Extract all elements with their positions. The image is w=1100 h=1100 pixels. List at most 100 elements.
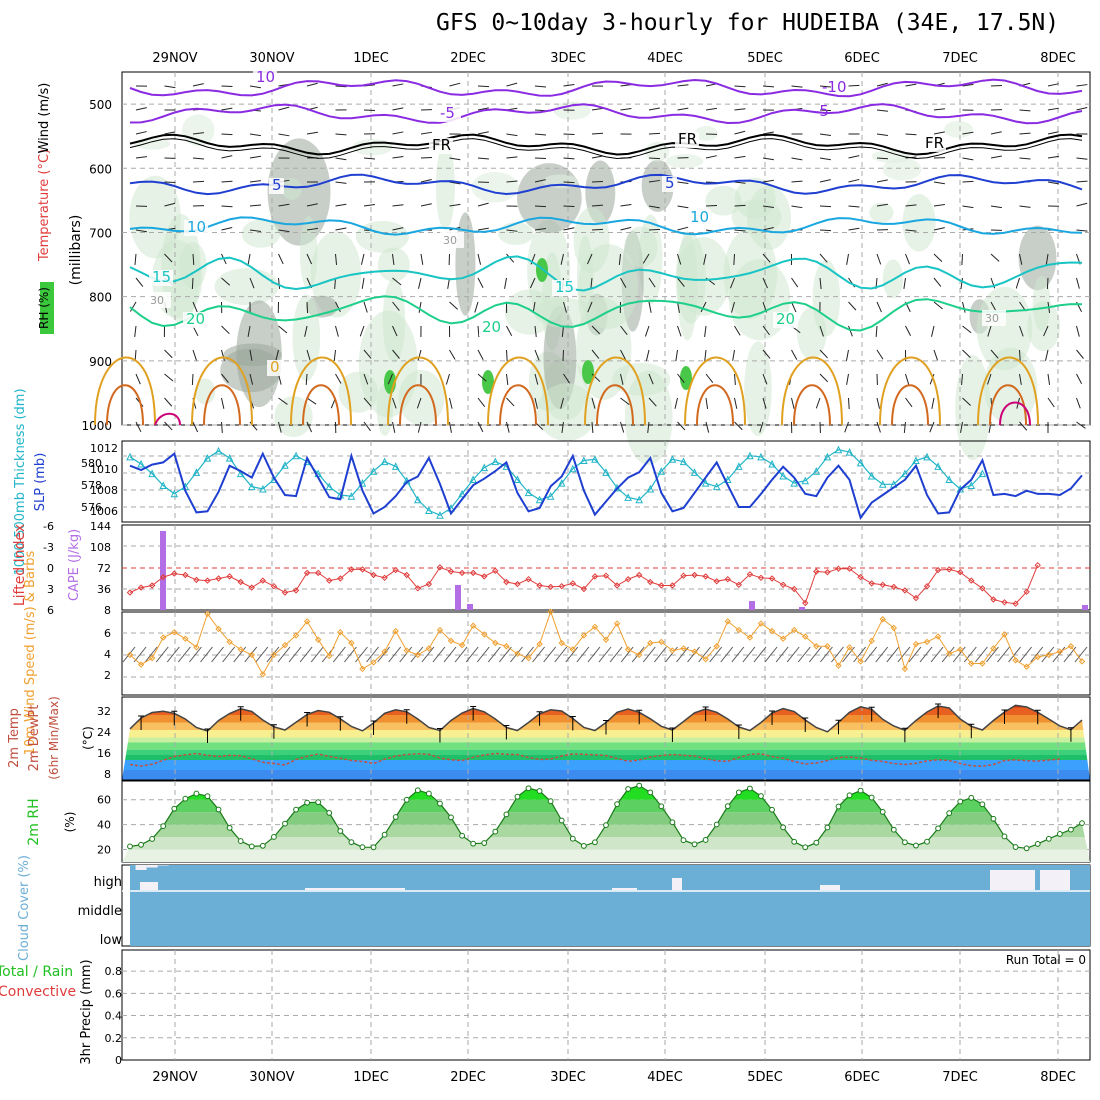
wind-barb: [905, 253, 911, 265]
thickness-marker: [602, 468, 610, 476]
wind-barb: [164, 349, 173, 359]
wind-barb: [705, 107, 717, 111]
cloud-level-middle: middle: [78, 904, 122, 919]
wind-barb: [990, 349, 999, 359]
wind-barb: [762, 179, 774, 183]
rh-shade: [869, 202, 894, 223]
wind-barb: [903, 277, 906, 289]
wind-barb: [962, 131, 974, 135]
rh-shade: [1027, 301, 1060, 352]
wind-barb: [360, 253, 365, 265]
wind-barb: [990, 205, 1002, 209]
rh-band: [122, 799, 1090, 813]
rh-marker: [857, 787, 864, 794]
wind-barb: [135, 277, 144, 287]
wind-barb-10m: [211, 646, 224, 663]
rh-shade: [214, 268, 279, 306]
rh-marker: [326, 810, 333, 816]
thickness-marker: [856, 458, 865, 467]
wind-barb: [477, 397, 486, 408]
thickness-marker: [491, 457, 500, 466]
thickness-marker: [668, 455, 677, 463]
lifted-index-marker: [204, 577, 211, 584]
wind-barb: [449, 82, 461, 87]
rh-shade: [533, 298, 596, 328]
temp-band: [122, 760, 1090, 770]
wind-barb: [677, 205, 689, 209]
rh-shade: [281, 178, 302, 200]
rh-marker: [769, 806, 775, 813]
lifted-index-marker: [237, 578, 244, 586]
wind-speed-marker: [436, 626, 444, 634]
rh-marker: [669, 819, 676, 826]
wind-speed-marker: [160, 634, 167, 641]
wind-barb: [363, 204, 375, 207]
wind-speed-marker: [1045, 651, 1052, 659]
lifted-index-marker: [624, 575, 632, 583]
wind-barb: [591, 228, 604, 231]
wind-barb: [876, 179, 888, 183]
wind-barb: [734, 397, 738, 409]
wind-speed-marker: [569, 646, 576, 653]
wind-barb: [278, 277, 281, 289]
cape-bar: [160, 531, 166, 610]
wind-barb: [848, 205, 860, 208]
wind-speed-marker: [1001, 631, 1008, 638]
wind-barb: [164, 181, 176, 184]
wind-barb-10m: [875, 646, 889, 663]
date-bottom-4DEC: 4DEC: [647, 1070, 683, 1085]
wind-barb-10m: [698, 646, 712, 663]
wind-barb: [164, 253, 173, 263]
wind-barb: [563, 227, 575, 231]
wind-barb: [762, 397, 767, 409]
wind-barb: [1019, 109, 1031, 112]
contour-label-bg: [552, 280, 576, 296]
rh-marker: [392, 814, 399, 820]
wind-barb: [129, 301, 137, 312]
pressure-tick-500: 500: [89, 98, 112, 112]
li-tick-0: 0: [47, 562, 54, 575]
warm-contour: [977, 356, 1039, 426]
rh-marker: [359, 844, 366, 851]
rh-tick-20: 20: [97, 844, 111, 857]
precip-tick-0.6: 0.6: [105, 987, 123, 1000]
wind-tick-4: 4: [104, 648, 111, 661]
wind-barb: [961, 373, 963, 386]
lifted-index-marker: [215, 575, 222, 582]
rh-axis-label: RH (%): [37, 287, 51, 329]
wind-speed-marker: [846, 644, 853, 651]
lifted-index-marker: [990, 596, 997, 603]
wind-barb: [734, 108, 746, 111]
lifted-index-marker: [680, 572, 687, 579]
slp-tick-1012: 1012: [90, 442, 118, 455]
wind-barb: [363, 301, 368, 313]
wind-barb: [563, 157, 575, 160]
wind-speed-marker: [270, 651, 278, 659]
wind-barb: [221, 373, 229, 383]
contour-label: 10: [256, 68, 275, 86]
date-top-3DEC: 3DEC: [550, 51, 586, 66]
wind-barb: [876, 397, 881, 409]
lifted-index-marker: [1023, 588, 1030, 596]
lifted-index-marker: [702, 573, 709, 580]
wind-barb: [819, 325, 824, 337]
wind-barb: [221, 325, 230, 335]
wind-barb: [791, 349, 798, 360]
rh-marker: [315, 799, 322, 806]
thickness-marker: [878, 480, 887, 488]
wind-barb: [477, 227, 489, 231]
wind-barb-10m: [587, 646, 601, 663]
wind-speed-marker: [1034, 653, 1041, 661]
wind-barb-10m: [820, 646, 833, 663]
contour-label-bg: [183, 312, 207, 328]
cloud-high-gap: [990, 870, 1035, 890]
wind-speed-marker: [337, 628, 344, 636]
lifted-index-marker: [425, 580, 433, 588]
wind-barb: [819, 277, 822, 289]
rh-marker: [1001, 833, 1008, 840]
wind-barb: [306, 131, 318, 135]
pressure-tick-600: 600: [89, 162, 112, 176]
pressure-tick-700: 700: [89, 226, 112, 240]
contour-label-bg: [149, 270, 173, 286]
